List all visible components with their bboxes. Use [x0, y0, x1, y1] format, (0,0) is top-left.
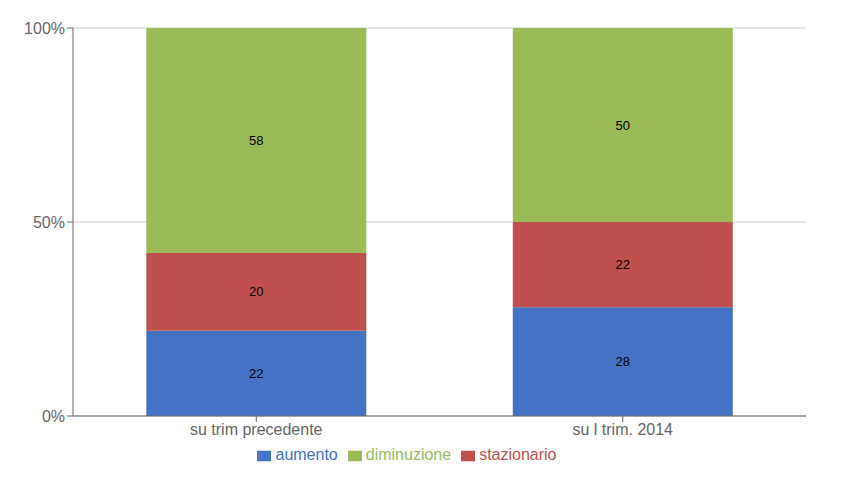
svg-text:su l trim. 2014: su l trim. 2014: [573, 421, 674, 438]
svg-text:58: 58: [249, 133, 263, 148]
svg-text:22: 22: [616, 257, 630, 272]
svg-text:50: 50: [616, 118, 630, 133]
svg-text:20: 20: [249, 284, 263, 299]
html-text:diminuzione: diminuzione: [365, 446, 452, 463]
svg-text:22: 22: [249, 366, 263, 381]
svg-text:100%: 100%: [24, 20, 65, 37]
svg-text:0%: 0%: [42, 408, 65, 425]
html-text:aumento: aumento: [275, 446, 338, 463]
html-text:stazionario: stazionario: [479, 446, 557, 463]
svg-text:su trim precedente: su trim precedente: [190, 421, 323, 438]
svg-text:50%: 50%: [33, 214, 65, 231]
svg-text:28: 28: [616, 354, 630, 369]
